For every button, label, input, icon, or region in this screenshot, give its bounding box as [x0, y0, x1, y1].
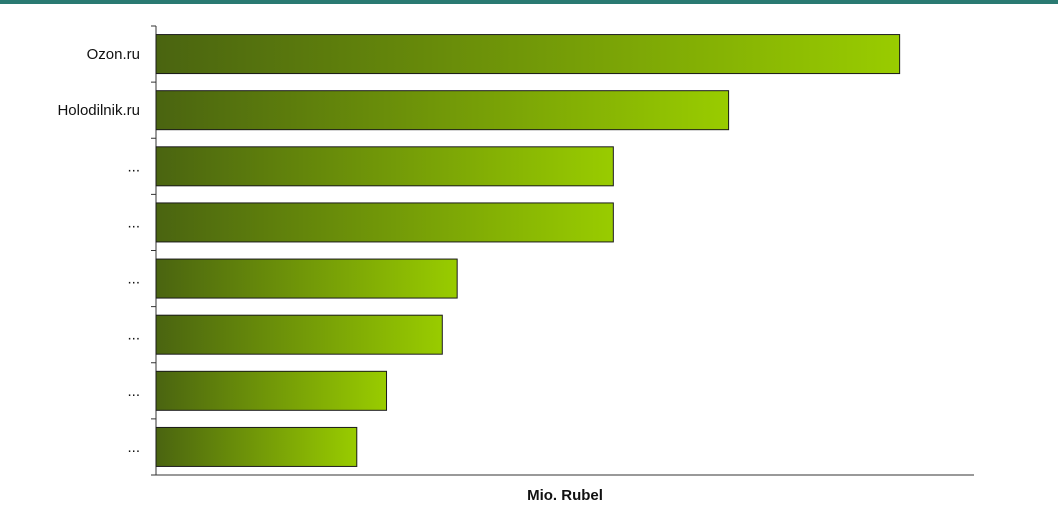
category-label-5: ...	[127, 271, 140, 288]
bar-5	[155, 258, 458, 299]
bar-7	[155, 370, 388, 411]
category-label-3: ...	[127, 158, 140, 175]
category-label-6: ...	[127, 327, 140, 344]
header-rule	[0, 0, 1058, 4]
bar-8	[155, 426, 358, 467]
bar-4	[155, 202, 614, 243]
category-label-4: ...	[127, 214, 140, 231]
category-labels: Ozon.ru Holodilnik.ru..................	[57, 46, 140, 456]
bar-3	[155, 146, 614, 187]
bar-series	[155, 34, 901, 467]
x-axis-title: Mio. Rubel	[527, 487, 603, 504]
bar-2	[155, 90, 730, 131]
bar-1	[155, 34, 901, 75]
category-label-2: Holodilnik.ru	[57, 102, 140, 119]
category-label-1: Ozon.ru	[87, 46, 140, 63]
category-label-7: ...	[127, 383, 140, 400]
category-label-8: ...	[127, 439, 140, 456]
bar-6	[155, 314, 443, 355]
